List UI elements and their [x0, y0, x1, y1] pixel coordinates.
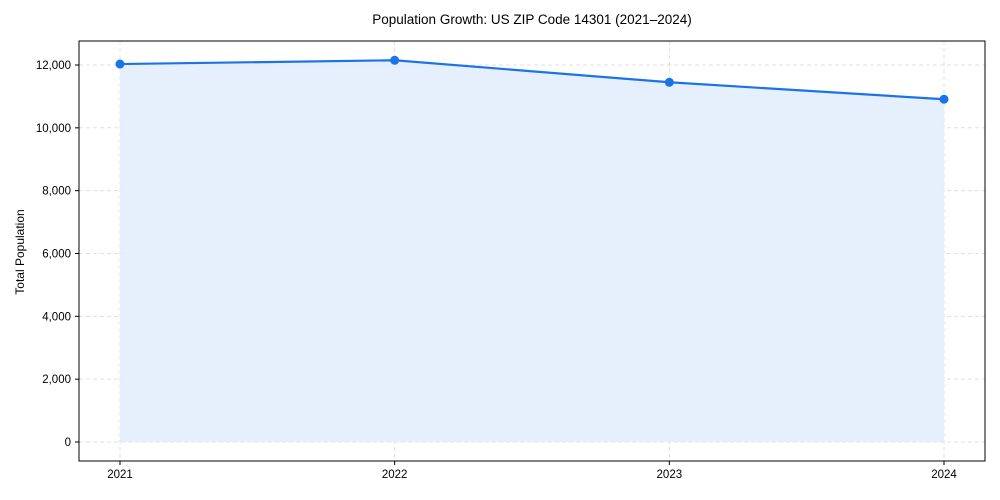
x-tick-label: 2023: [657, 469, 683, 481]
y-tick-label: 8,000: [42, 186, 71, 198]
y-tick-label: 0: [65, 437, 71, 449]
axes-frame: [78, 40, 986, 462]
x-tick-label: 2022: [382, 469, 408, 481]
data-point-2022: [390, 55, 400, 65]
x-tick-label: 2024: [931, 469, 957, 481]
data-points: [115, 55, 949, 104]
y-tick-label: 12,000: [36, 60, 71, 72]
x-tick-label: 2021: [107, 469, 133, 481]
data-point-2023: [664, 77, 674, 87]
data-point-2024: [939, 94, 949, 104]
y-tick-label: 4,000: [42, 311, 71, 323]
y-tick-label: 6,000: [42, 249, 71, 261]
y-tick-label: 10,000: [36, 123, 71, 135]
x-axis: 2021 2022 2023 2024: [107, 461, 957, 481]
y-tick-label: 2,000: [42, 374, 71, 386]
data-line: [119, 59, 945, 101]
area-fill: [120, 60, 944, 442]
y-axis: 0 2,000 4,000 6,000 8,000 10,000 12,000: [36, 60, 79, 449]
chart-title: Population Growth: US ZIP Code 14301 (20…: [372, 12, 692, 27]
data-point-2021: [115, 59, 125, 69]
